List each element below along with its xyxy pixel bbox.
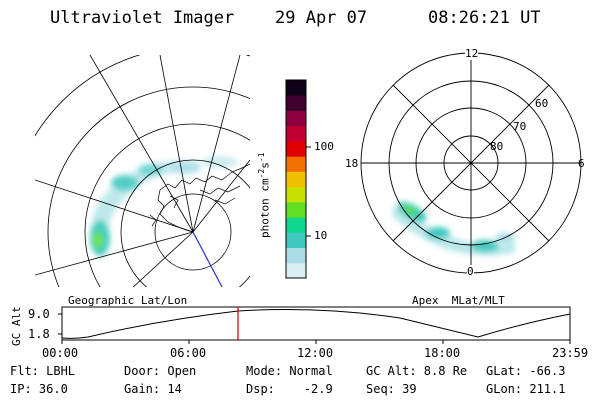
date-label: 29 Apr 07 [275, 8, 368, 28]
xtick-1800: 18:00 [424, 346, 461, 360]
xtick-1200: 12:00 [297, 346, 334, 360]
status-gain: Gain: 14 [124, 382, 182, 396]
status-glat: GLat: -66.3 [486, 364, 566, 378]
colorbar-tick-10: 10 [314, 229, 328, 242]
mlt-label-18: 18 [345, 157, 359, 170]
status-seq: Seq: 39 [366, 382, 417, 396]
colorbar-segment [286, 156, 306, 172]
status-dsp: Dsp: -2.9 [246, 382, 333, 396]
status-ip: IP: 36.0 [10, 382, 68, 396]
mlt-label-12: 12 [465, 47, 479, 60]
instrument-title: Ultraviolet Imager [50, 8, 235, 28]
colorbar-tick-100: 100 [314, 140, 334, 153]
apex-map [360, 52, 582, 274]
colorbar-segment [286, 232, 306, 249]
altitude-ytick-9: 9.0 [28, 307, 50, 321]
colorbar-segment [286, 140, 306, 157]
mlt-label-0: 0 [467, 265, 474, 278]
mlat-label-70: 70 [513, 120, 527, 133]
geographic-map [35, 55, 250, 287]
colorbar-segment [286, 171, 306, 188]
colorbar-segment [286, 217, 306, 233]
status-door: Door: Open [124, 364, 197, 378]
apex-caption: Apex MLat/MLT [412, 294, 505, 307]
altitude-plot [58, 306, 571, 344]
colorbar-segment [286, 80, 306, 96]
time-label: 08:26:21 UT [428, 8, 541, 28]
xtick-2359: 23:59 [552, 346, 589, 360]
colorbar-segment [286, 95, 306, 111]
status-mode: Mode: Normal [246, 364, 333, 378]
xtick-0600: 06:00 [170, 346, 207, 360]
status-glon: GLon: 211.1 [486, 382, 566, 396]
colorbar [286, 80, 306, 279]
status-gcalt: GC Alt: 8.8 Re [366, 364, 468, 378]
colorbar-unit-label: photon cm-2s-1 [257, 152, 272, 238]
colorbar-segment [286, 247, 306, 264]
xtick-0000: 00:00 [42, 346, 79, 360]
colorbar-segment [286, 262, 306, 279]
mlat-label-60: 60 [535, 97, 549, 110]
mlt-label-6: 6 [578, 157, 585, 170]
colorbar-segment [286, 186, 306, 203]
status-flt: Flt: LBHL [10, 364, 76, 378]
mlat-label-80: 80 [490, 140, 504, 153]
colorbar-segment [286, 201, 306, 218]
altitude-ytick-1: 1.8 [28, 327, 50, 341]
altitude-ylabel: GC Alt [10, 306, 23, 346]
colorbar-segment [286, 125, 306, 142]
geographic-caption: Geographic Lat/Lon [68, 294, 188, 307]
colorbar-segment [286, 110, 306, 127]
